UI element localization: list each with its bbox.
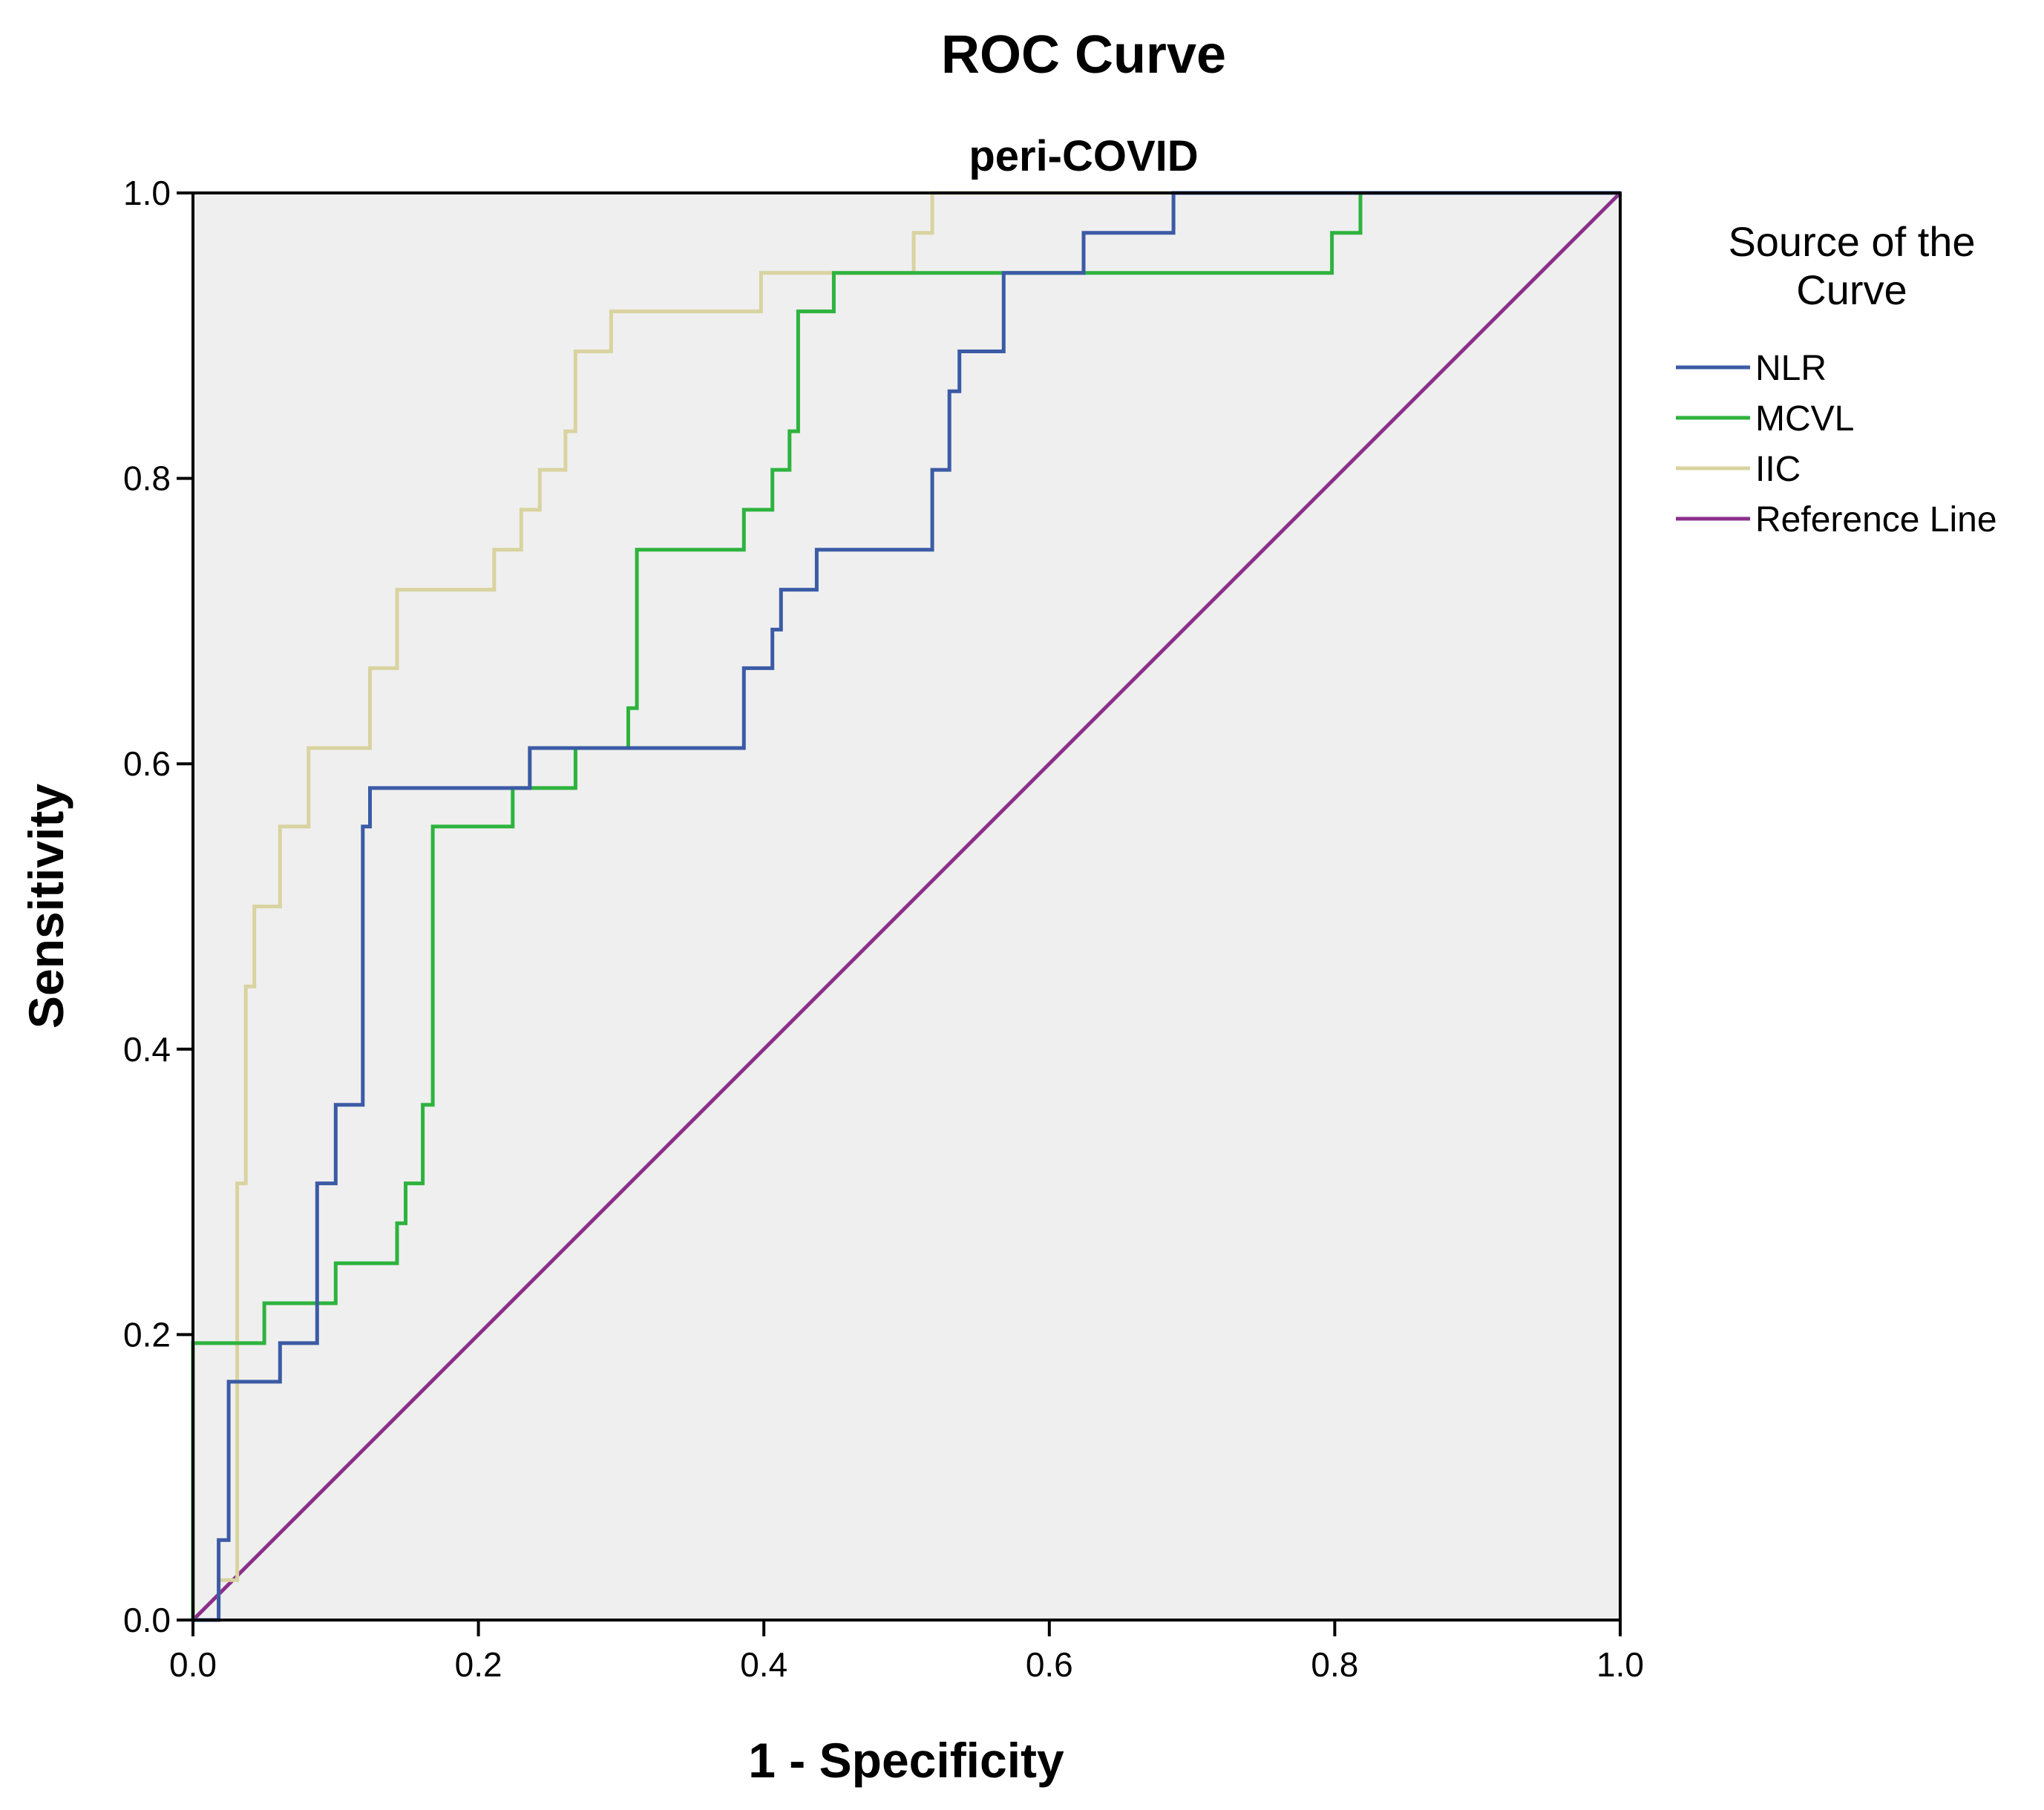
y-tick-label: 1.0 [123, 174, 171, 212]
x-tick-label: 0.4 [740, 1645, 787, 1684]
x-tick-label: 0.6 [1026, 1645, 1073, 1684]
chart-subtitle: peri-COVID [969, 132, 1198, 180]
y-tick-label: 0.8 [123, 459, 171, 498]
plot-frame [191, 191, 1622, 1622]
x-tick-label: 1.0 [1596, 1645, 1644, 1684]
legend-title-line-1: Source of the [1728, 218, 1975, 265]
legend-label-reference-line: Reference Line [1755, 500, 1997, 540]
series-line-reference-line [191, 191, 1622, 1622]
series-layer [191, 191, 1622, 1622]
x-tick-label: 0.2 [455, 1645, 502, 1684]
series-line-iic [193, 191, 1620, 1622]
legend-title-line-2: Curve [1796, 266, 1907, 313]
legend-label-mcvl: MCVL [1755, 399, 1854, 439]
legend: Source of the Curve NLR MCVL IIC Reference … [1676, 218, 1997, 540]
legend-items: NLR MCVL IIC Reference Line [1676, 349, 1997, 540]
series-line-nlr [193, 191, 1620, 1622]
y-axis-label: Sensitivity [19, 784, 73, 1029]
y-tick-label: 0.0 [123, 1601, 171, 1639]
y-tick-label: 0.4 [123, 1030, 171, 1069]
x-tick-label: 0.8 [1311, 1645, 1358, 1684]
y-tick-label: 0.2 [123, 1315, 171, 1354]
legend-label-nlr: NLR [1755, 349, 1827, 388]
chart-title: ROC Curve [941, 25, 1226, 85]
x-axis-label: 1 - Specificity [748, 1733, 1064, 1788]
x-axis-ticks: 0.0 0.2 0.4 0.6 0.8 1.0 [169, 1620, 1644, 1684]
legend-label-iic: IIC [1755, 450, 1801, 489]
y-axis-ticks: 0.0 0.2 0.4 0.6 0.8 1.0 [123, 174, 193, 1639]
x-tick-label: 0.0 [169, 1645, 217, 1684]
y-tick-label: 0.6 [123, 744, 171, 783]
